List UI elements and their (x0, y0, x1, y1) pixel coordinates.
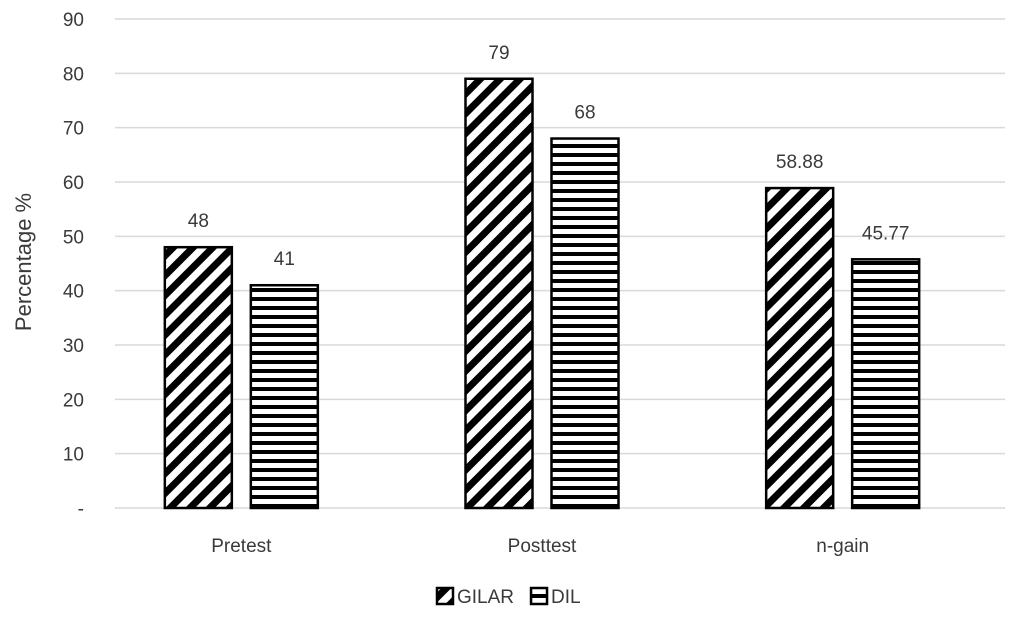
legend-label: DIL (551, 587, 581, 608)
x-category-label: n-gain (816, 536, 869, 557)
data-label: 68 (574, 103, 595, 124)
bar-gilar-posttest (464, 77, 534, 510)
data-label: 41 (274, 249, 295, 270)
data-label: 45.77 (862, 223, 910, 244)
bar-gilar-n-gain (764, 186, 835, 510)
y-tick-label: - (78, 499, 84, 520)
y-tick-label: 80 (63, 64, 84, 85)
legend-swatch (435, 586, 455, 606)
y-tick-label: 90 (63, 10, 84, 31)
y-tick-label: 70 (63, 119, 84, 140)
y-axis-ticks: - 10 20 30 40 50 60 70 80 90 (63, 10, 84, 520)
y-tick-label: 10 (63, 445, 84, 466)
legend-swatch (529, 586, 549, 606)
x-axis-categories: Pretest Posttest n-gain (211, 536, 869, 557)
y-tick-label: 40 (63, 282, 84, 303)
bars (163, 77, 921, 510)
data-label: 79 (488, 43, 509, 64)
data-label: 48 (188, 211, 209, 232)
bar-gilar-pretest (163, 245, 234, 510)
data-labels: 48 41 79 68 58.88 45.77 (188, 43, 910, 270)
y-tick-label: 60 (63, 173, 84, 194)
legend-item-gilar: GILAR (435, 586, 514, 608)
legend-item-dil: DIL (529, 586, 581, 608)
bar-dil-n-gain (850, 258, 921, 510)
x-category-label: Posttest (508, 536, 577, 557)
data-label: 58.88 (776, 152, 824, 173)
x-category-label: Pretest (211, 536, 272, 557)
legend-label: GILAR (457, 587, 514, 608)
y-tick-label: 20 (63, 390, 84, 411)
bar-dil-posttest (550, 137, 620, 510)
y-tick-label: 30 (63, 336, 84, 357)
legend: GILAR DIL (435, 586, 581, 608)
y-tick-label: 50 (63, 227, 84, 248)
y-axis-title: Percentage % (11, 193, 36, 331)
bar-dil-pretest (249, 283, 320, 510)
